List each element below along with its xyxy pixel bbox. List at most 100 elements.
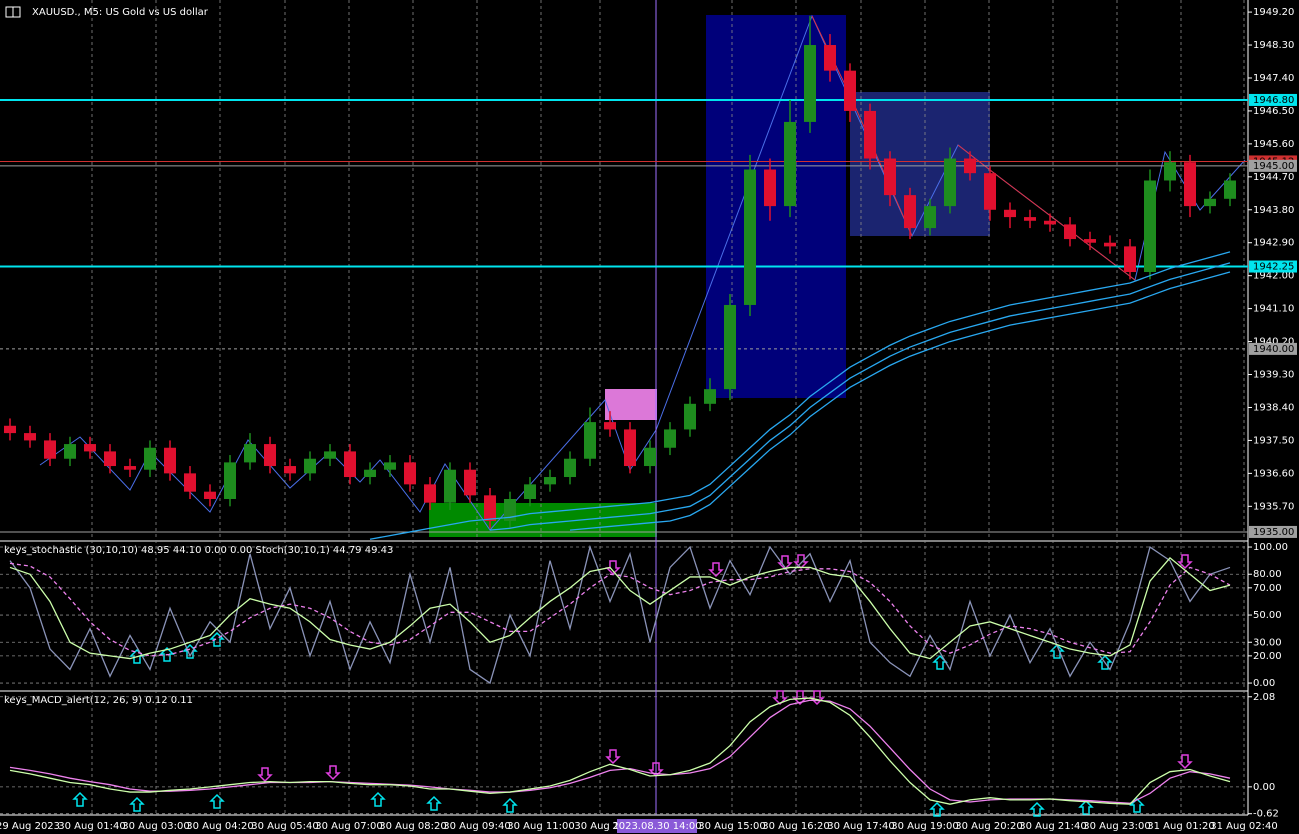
candle-body: [684, 403, 696, 430]
candle-body: [4, 425, 16, 434]
y-tick-label: 80.00: [1253, 569, 1282, 580]
x-tick-label: 30 Aug 01:40: [58, 821, 125, 832]
x-tick-label: 30 Aug 15:00: [698, 821, 765, 832]
candle-body: [864, 110, 876, 159]
x-tick-label: 30 Aug 12: [574, 821, 625, 832]
candle-body: [584, 422, 596, 459]
cursor-label-bg: [617, 819, 697, 833]
candle-body: [64, 444, 76, 459]
candle-body: [164, 447, 176, 474]
y-tick-label: 1942.90: [1253, 238, 1294, 249]
y-tick-label: -0.62: [1253, 809, 1279, 820]
series-line: [9, 697, 1231, 805]
y-tick-label: 1935.70: [1253, 501, 1294, 512]
candle-body: [944, 158, 956, 207]
candle-body: [1164, 162, 1176, 181]
y-tick-label: 1936.60: [1253, 468, 1294, 479]
x-tick-label: 30 Aug 11:00: [507, 821, 574, 832]
candle-body: [624, 429, 636, 467]
y-tick-label: 1943.80: [1253, 205, 1294, 216]
y-tick-label: 50.00: [1253, 610, 1282, 621]
y-tick-label: 1938.40: [1253, 402, 1294, 413]
x-tick-label: 30 Aug 03:00: [122, 821, 189, 832]
x-tick-label: 31 Aug 01:20: [1147, 821, 1214, 832]
series-line: [9, 562, 1231, 657]
x-tick-label: 30 Aug 21:40: [1019, 821, 1086, 832]
series-line: [9, 557, 1231, 660]
candle-body: [1204, 198, 1216, 207]
level-tag-label: 1935.00: [1253, 527, 1294, 538]
candle-body: [784, 121, 796, 207]
candle-body: [1104, 242, 1116, 247]
candle-body: [644, 447, 656, 467]
y-tick-label: 1937.50: [1253, 435, 1294, 446]
candle-body: [544, 477, 556, 485]
candle-body: [384, 462, 396, 470]
y-tick-label: 1946.50: [1253, 106, 1294, 117]
zone-box: [605, 389, 657, 420]
y-tick-label: 1945.60: [1253, 139, 1294, 150]
x-tick-label: 30 Aug 19:00: [891, 821, 958, 832]
y-tick-label: 1949.20: [1253, 7, 1294, 18]
candle-body: [104, 451, 116, 467]
level-tag: [1249, 159, 1297, 172]
x-tick-label: 30 Aug 07:00: [315, 821, 382, 832]
candle-body: [764, 169, 776, 207]
x-tick-label: 30 Aug 16:20: [762, 821, 829, 832]
candle-body: [264, 444, 276, 467]
candle-body: [284, 466, 296, 474]
y-tick-label: 1948.30: [1253, 40, 1294, 51]
y-tick-label: 0.00: [1253, 782, 1275, 793]
candle-body: [924, 206, 936, 229]
candle-body: [904, 195, 916, 229]
y-tick-label: 30.00: [1253, 637, 1282, 648]
candle-body: [744, 169, 756, 305]
candle-body: [524, 484, 536, 499]
candle-body: [664, 429, 676, 448]
candle-body: [84, 444, 96, 452]
x-tick-label: 29 Aug 2023: [0, 821, 60, 832]
candle-body: [464, 469, 476, 496]
zone-box: [429, 503, 657, 537]
candle-body: [404, 462, 416, 485]
series-line: [9, 699, 1231, 804]
level-tag-label: 1946.80: [1253, 95, 1294, 106]
candle-body: [444, 469, 456, 503]
cursor-label: 2023.08.30 14:00: [612, 821, 701, 832]
y-tick-label: 2.08: [1253, 692, 1275, 703]
y-tick-label: 1942.00: [1253, 271, 1294, 282]
y-tick-label: 0.00: [1253, 678, 1275, 689]
level-tag-label: 1945.00: [1253, 161, 1294, 172]
candle-body: [144, 447, 156, 470]
chart-title: XAUUSD., M5: US Gold vs US dollar: [32, 7, 209, 18]
candle-body: [564, 458, 576, 478]
candle-body: [184, 473, 196, 492]
y-tick-label: 1940.20: [1253, 337, 1294, 348]
x-tick-label: 30 Aug 08:20: [379, 821, 446, 832]
candle-body: [1184, 162, 1196, 207]
series-line: [369, 251, 1231, 540]
x-tick-label: 30 Aug 04:20: [186, 821, 253, 832]
candle-body: [1024, 217, 1036, 221]
y-tick-label: 70.00: [1253, 583, 1282, 594]
x-tick-label: 30 Aug 23:00: [1083, 821, 1150, 832]
x-tick-label: 31 Aug 02:40: [1210, 821, 1277, 832]
candle-body: [304, 458, 316, 474]
candle-body: [604, 422, 616, 430]
candle-body: [724, 304, 736, 390]
indicator-title: keys_stochastic (30,10,10) 48.95 44.10 0…: [4, 545, 393, 556]
candle-body: [244, 444, 256, 463]
candle-body: [964, 158, 976, 174]
level-tag: [1249, 525, 1297, 538]
x-tick-label: 30 Aug 20:20: [955, 821, 1022, 832]
candle-body: [1144, 180, 1156, 273]
y-tick-label: 20.00: [1253, 651, 1282, 662]
candle-body: [324, 451, 336, 459]
x-tick-label: 30 Aug 17:40: [827, 821, 894, 832]
candle-body: [44, 440, 56, 459]
candle-body: [424, 484, 436, 503]
level-tag: [1249, 342, 1297, 355]
candle-body: [204, 491, 216, 499]
